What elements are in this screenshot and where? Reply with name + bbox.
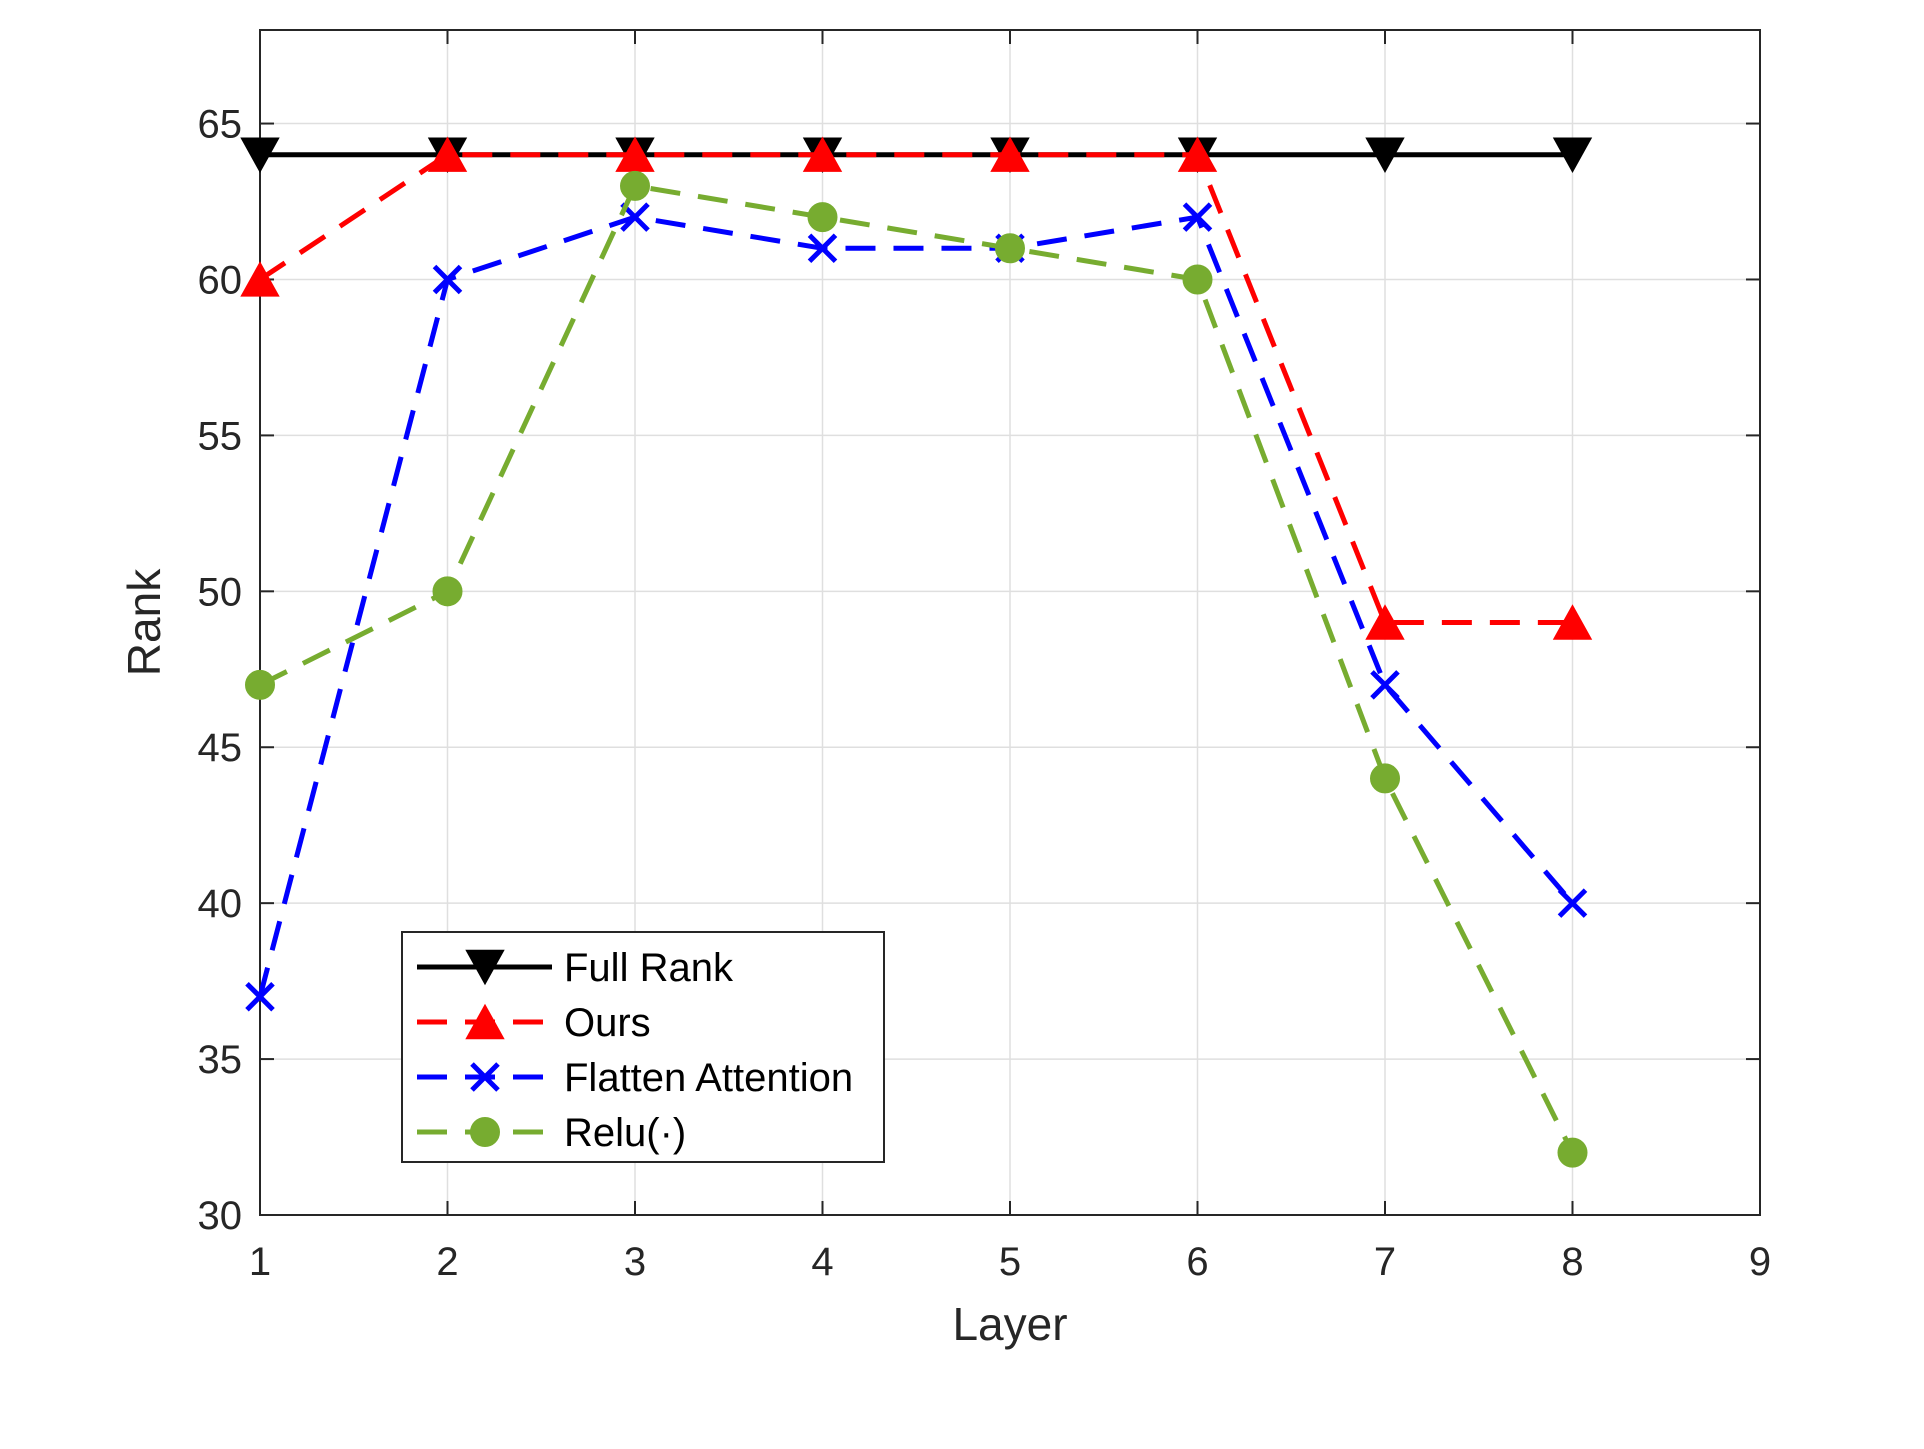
y-tick-label-5: 55 <box>198 414 243 458</box>
series-2-point-5 <box>1182 202 1213 232</box>
series-3-point-7 <box>1557 1137 1588 1168</box>
series-2-point-3 <box>807 233 838 264</box>
x-tick-label-8: 9 <box>1749 1240 1771 1284</box>
series-3-point-6 <box>1370 763 1400 794</box>
x-tick-label-1: 2 <box>436 1240 458 1284</box>
series-2-point-7 <box>1557 888 1588 918</box>
legend-marker-3 <box>470 1117 500 1147</box>
series-1-point-6 <box>1365 604 1405 640</box>
x-tick-label-5: 6 <box>1186 1240 1208 1284</box>
y-axis-label: Rank <box>118 568 170 676</box>
x-tick-label-4: 5 <box>999 1240 1021 1284</box>
legend-label-3: Relu(·) <box>564 1111 686 1155</box>
series-0-point-0 <box>240 137 280 173</box>
series-0-point-6 <box>1365 137 1405 173</box>
x-tick-label-6: 7 <box>1374 1240 1396 1284</box>
legend-marker-2 <box>470 1062 500 1092</box>
series-3-point-2 <box>620 170 650 201</box>
legend-marker-0 <box>465 949 505 986</box>
x-axis-label: Layer <box>952 1298 1067 1350</box>
legend-label-1: Ours <box>564 1001 651 1045</box>
legend-label-2: Flatten Attention <box>564 1056 853 1100</box>
series-1-point-7 <box>1552 604 1593 640</box>
series-3-point-4 <box>995 233 1025 264</box>
legend-marker-1 <box>465 1003 505 1040</box>
x-tick-label-3: 4 <box>811 1240 833 1284</box>
legend: Full Rank Ours Flatten Attention Relu(·) <box>401 931 885 1163</box>
series-line-2 <box>257 214 1575 998</box>
series-1-point-1 <box>427 136 468 172</box>
series-line-3 <box>258 183 1575 1154</box>
series-1-point-5 <box>1177 136 1218 172</box>
series-3 <box>245 170 1588 1168</box>
series-1-point-3 <box>802 136 843 172</box>
series-2-point-6 <box>1370 670 1400 700</box>
y-tick-label-6: 60 <box>198 258 243 302</box>
series-1-point-4 <box>990 136 1030 172</box>
y-tick-label-3: 45 <box>198 726 243 770</box>
series-1-point-0 <box>240 261 280 297</box>
series-3-point-1 <box>432 576 463 607</box>
series-layer <box>240 136 1593 1168</box>
series-0-point-7 <box>1552 137 1593 173</box>
series-3-point-5 <box>1182 264 1213 295</box>
y-tick-label-0: 30 <box>198 1194 243 1238</box>
y-tick-label-1: 35 <box>198 1038 243 1082</box>
series-2-point-0 <box>245 981 275 1012</box>
y-tick-label-2: 40 <box>198 882 243 926</box>
series-line-1 <box>258 152 1573 625</box>
y-tick-label-7: 65 <box>198 103 243 147</box>
series-2-point-1 <box>432 264 463 295</box>
x-tick-label-7: 8 <box>1561 1240 1583 1284</box>
series-1 <box>240 136 1593 640</box>
legend-label-0: Full Rank <box>564 946 734 990</box>
y-tick-label-4: 50 <box>198 570 243 614</box>
x-tick-label-0: 1 <box>249 1240 271 1284</box>
series-3-point-0 <box>245 669 275 700</box>
x-tick-label-2: 3 <box>624 1240 646 1284</box>
series-3-point-3 <box>807 202 838 233</box>
series-2 <box>245 202 1588 1012</box>
